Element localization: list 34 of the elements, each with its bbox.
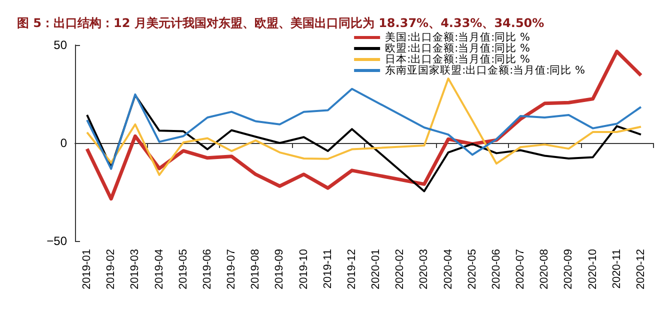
legend-label: 欧盟:出口金额:当月值:同比 % <box>385 42 530 54</box>
x-tick-label: 2020-10 <box>586 249 599 290</box>
x-tick-label: 2020-07 <box>514 249 527 290</box>
x-tick-label: 2020-08 <box>538 249 551 290</box>
x-tick-label: 2020-05 <box>466 249 478 290</box>
y-tick-label: 0 <box>60 136 68 150</box>
x-tick-label: 2019-07 <box>226 249 238 290</box>
x-tick-label: 2019-06 <box>201 249 214 290</box>
x-tick-label: 2020-02 <box>394 249 406 290</box>
x-tick-label: 2020-09 <box>562 249 575 290</box>
x-tick-label: 2019-03 <box>129 249 142 290</box>
x-tick-label: 2019-08 <box>250 249 262 290</box>
x-tick-label: 2020-11 <box>610 249 623 289</box>
x-tick-label: 2019-12 <box>346 249 358 290</box>
legend-label: 美国:出口金额:当月值:同比 % <box>385 30 530 44</box>
x-tick-label: 2019-04 <box>153 249 166 290</box>
x-tick-label: 2019-02 <box>105 249 118 290</box>
x-tick-label: 2020-04 <box>442 249 454 290</box>
x-tick-label: 2020-03 <box>418 249 430 290</box>
chart-title: 图 5：出口结构：12 月美元计我国对东盟、欧盟、美国出口同比为 18.37%、4.33%、34.50% <box>17 16 544 30</box>
y-tick-label: 50 <box>54 38 68 52</box>
y-tick-label: −50 <box>46 234 68 248</box>
x-tick-label: 2019-10 <box>298 249 310 290</box>
legend-label: 日本:出口金额:当月值:同比 % <box>385 52 530 66</box>
line-series <box>86 78 642 176</box>
line-series <box>86 88 642 170</box>
x-tick-label: 2020-12 <box>634 249 647 290</box>
x-tick-label: 2020-06 <box>490 249 502 290</box>
x-tick-label: 2019-05 <box>177 249 190 290</box>
legend-label: 东南亚国家联盟:出口金额:当月值:同比 % <box>385 64 586 76</box>
x-tick-label: 2019-11 <box>322 249 334 289</box>
x-tick-label: 2019-09 <box>274 249 286 290</box>
x-tick-label: 2020-01 <box>370 249 382 290</box>
x-tick-label: 2019-01 <box>81 249 94 290</box>
